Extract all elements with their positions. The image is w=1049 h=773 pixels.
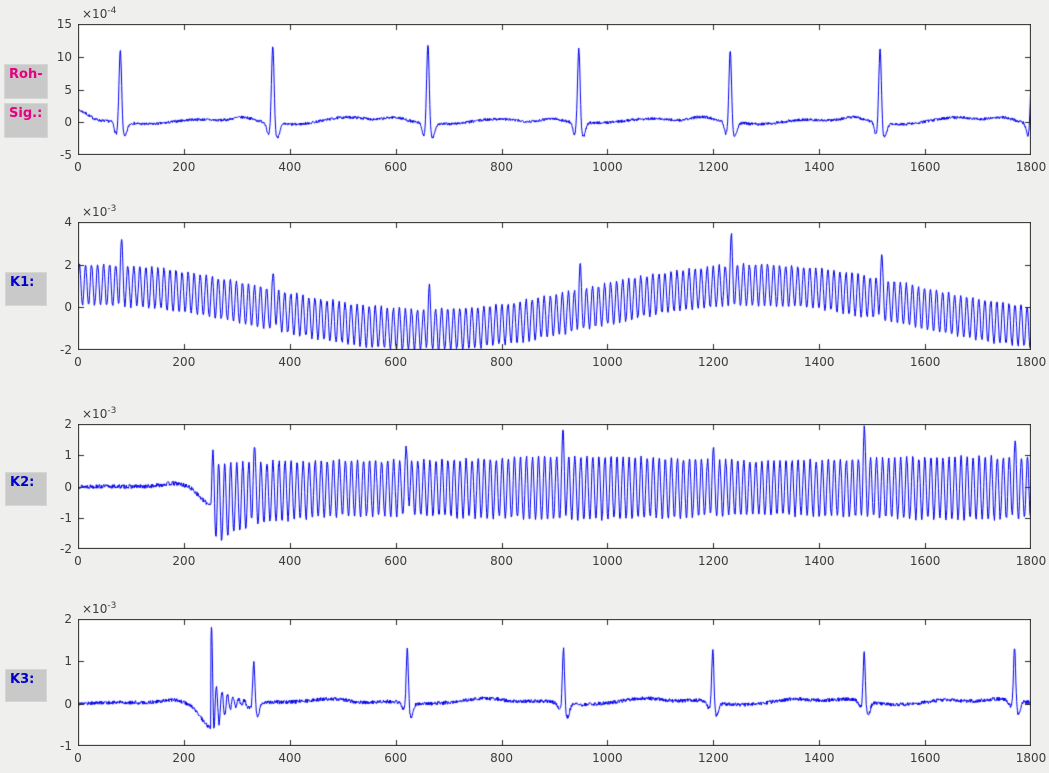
y-tick-label: -5 <box>60 148 72 162</box>
y-tick-label: 1 <box>64 448 72 463</box>
label-sig: Sig.: <box>4 103 48 138</box>
x-tick-label: 600 <box>384 751 408 765</box>
k1-plot <box>78 222 1031 350</box>
x-tick-label: 1800 <box>1015 355 1047 369</box>
x-tick-label: 1600 <box>909 751 941 765</box>
y-tick-label: 10 <box>56 49 72 64</box>
label-k3: K3: <box>5 669 47 702</box>
x-tick-label: 1400 <box>803 355 835 369</box>
label-k1: K1: <box>5 272 47 306</box>
x-tick-label: 0 <box>74 160 82 174</box>
x-tick-label: 200 <box>172 751 196 765</box>
x-tick-label: 800 <box>490 160 513 174</box>
x-tick-label: 600 <box>384 554 408 568</box>
y-tick-label: -1 <box>60 510 72 525</box>
x-tick-label: 400 <box>278 160 302 174</box>
y-tick-label: 0 <box>64 115 72 130</box>
x-tick-label: 1200 <box>698 355 729 369</box>
x-tick-label: 0 <box>74 554 82 568</box>
y-tick-label: 5 <box>64 82 72 97</box>
y-exponent-label: ×10-4 <box>82 6 117 21</box>
k2-plot <box>78 424 1031 549</box>
y-tick-label: -2 <box>60 542 72 556</box>
y-tick-label: 15 <box>56 17 72 31</box>
y-tick-label: 4 <box>64 215 72 229</box>
y-exponent-label: ×10-3 <box>82 204 117 219</box>
x-tick-label: 800 <box>490 554 513 568</box>
label-k2: K2: <box>5 472 47 506</box>
x-tick-label: 1000 <box>592 355 623 369</box>
y-tick-label: -2 <box>60 343 72 357</box>
y-tick-label: -1 <box>60 739 72 753</box>
y-tick-label: 0 <box>64 300 72 315</box>
x-tick-label: 0 <box>74 355 82 369</box>
x-tick-label: 1000 <box>592 160 623 174</box>
y-exponent-label: ×10-3 <box>82 406 117 421</box>
x-tick-label: 200 <box>172 160 196 174</box>
x-tick-label: 1800 <box>1015 160 1047 174</box>
x-tick-label: 1600 <box>909 160 941 174</box>
x-tick-label: 1600 <box>909 554 941 568</box>
x-tick-label: 800 <box>490 751 513 765</box>
y-tick-label: 2 <box>64 257 72 272</box>
x-tick-label: 600 <box>384 160 408 174</box>
x-tick-label: 1200 <box>698 160 729 174</box>
x-tick-label: 1800 <box>1015 751 1047 765</box>
rohsig-plot <box>78 24 1031 155</box>
x-tick-label: 1000 <box>592 751 623 765</box>
x-tick-label: 1600 <box>909 355 941 369</box>
y-exponent-label: ×10-3 <box>82 601 117 616</box>
x-tick-label: 1400 <box>803 554 835 568</box>
x-tick-label: 200 <box>172 355 196 369</box>
x-tick-label: 1200 <box>698 554 729 568</box>
x-tick-label: 1400 <box>803 751 835 765</box>
x-tick-label: 400 <box>278 554 302 568</box>
x-tick-label: 1200 <box>698 751 729 765</box>
y-tick-label: 2 <box>64 417 72 431</box>
x-tick-label: 0 <box>74 751 82 765</box>
y-tick-label: 2 <box>64 612 72 626</box>
x-tick-label: 1000 <box>592 554 623 568</box>
k3-plot <box>78 619 1031 746</box>
y-tick-label: 0 <box>64 696 72 711</box>
x-tick-label: 1800 <box>1015 554 1047 568</box>
x-tick-label: 600 <box>384 355 408 369</box>
x-tick-label: 1400 <box>803 160 835 174</box>
y-tick-label: 0 <box>64 479 72 494</box>
x-tick-label: 400 <box>278 355 302 369</box>
x-tick-label: 800 <box>490 355 513 369</box>
y-tick-label: 1 <box>64 654 72 669</box>
label-roh: Roh- <box>4 64 48 99</box>
x-tick-label: 400 <box>278 751 302 765</box>
x-tick-label: 200 <box>172 554 196 568</box>
